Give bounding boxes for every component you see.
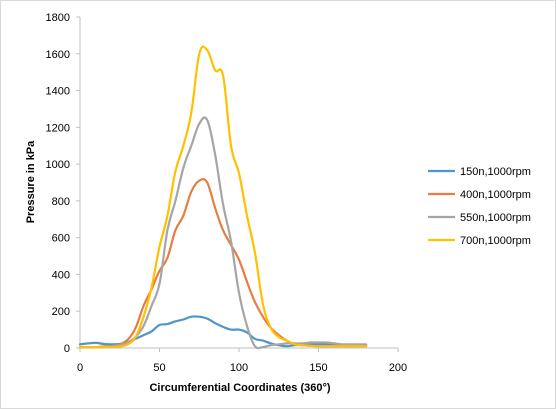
legend: 150n,1000rpm 400n,1000rpm 550n,1000rpm 700n… [428,166,531,247]
series-layer [78,45,368,350]
y-tick-label: 400 [52,269,70,281]
y-axis-title: Pressure in kPa [25,140,37,223]
y-tick-label: 1600 [46,49,70,61]
x-tick-label: 0 [77,362,83,374]
x-tick-label: 50 [153,362,165,374]
series-line-3 [78,116,368,350]
x-axis-title: Circumferential Coordinates (360°) [149,382,330,394]
legend-label: 150n,1000rpm [460,166,531,178]
x-tick-label: 150 [309,362,327,374]
legend-label: 550n,1000rpm [460,212,531,224]
y-tick-label: 1000 [46,159,70,171]
y-tick-label: 1400 [46,86,70,98]
y-tick-label: 200 [52,306,70,318]
y-tick-label: 800 [52,196,70,208]
legend-label: 400n,1000rpm [460,189,531,201]
y-tick-label: 0 [64,343,70,355]
y-tick-label: 1800 [46,12,70,24]
series-line-4 [78,45,368,349]
x-tick-label: 200 [389,362,407,374]
x-tick-label: 100 [230,362,248,374]
y-tick-label: 600 [52,233,70,245]
legend-label: 700n,1000rpm [460,235,531,247]
y-tick-label: 1200 [46,122,70,134]
axes: 0 200 400 600 800 1000 1200 1400 1600 1800 0 50 100 1… [46,12,408,374]
